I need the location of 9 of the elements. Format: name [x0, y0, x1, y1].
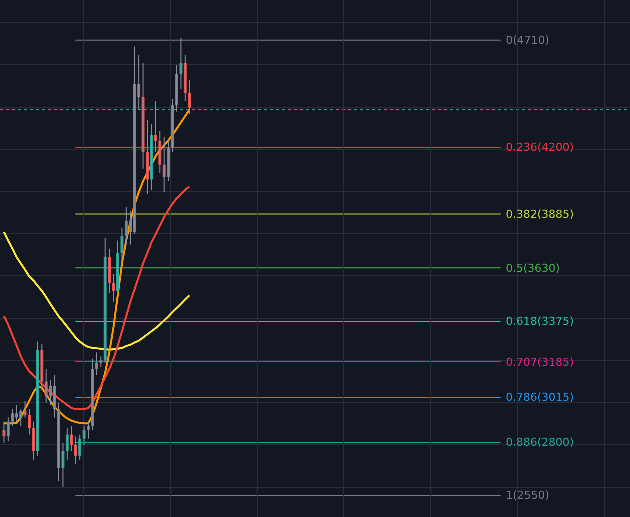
text: 0.786(3015) — [506, 391, 574, 404]
text: 0.707(3185) — [506, 356, 574, 369]
text: 0(4710) — [506, 34, 550, 47]
text: 0.886(2800) — [506, 436, 574, 449]
text: 0.382(3885) — [506, 208, 574, 221]
text: 0.236(4200) — [506, 141, 574, 154]
text: 1(2550) — [506, 489, 550, 502]
text: 0.5(3630) — [506, 262, 560, 275]
text: 0.618(3375) — [506, 315, 574, 328]
